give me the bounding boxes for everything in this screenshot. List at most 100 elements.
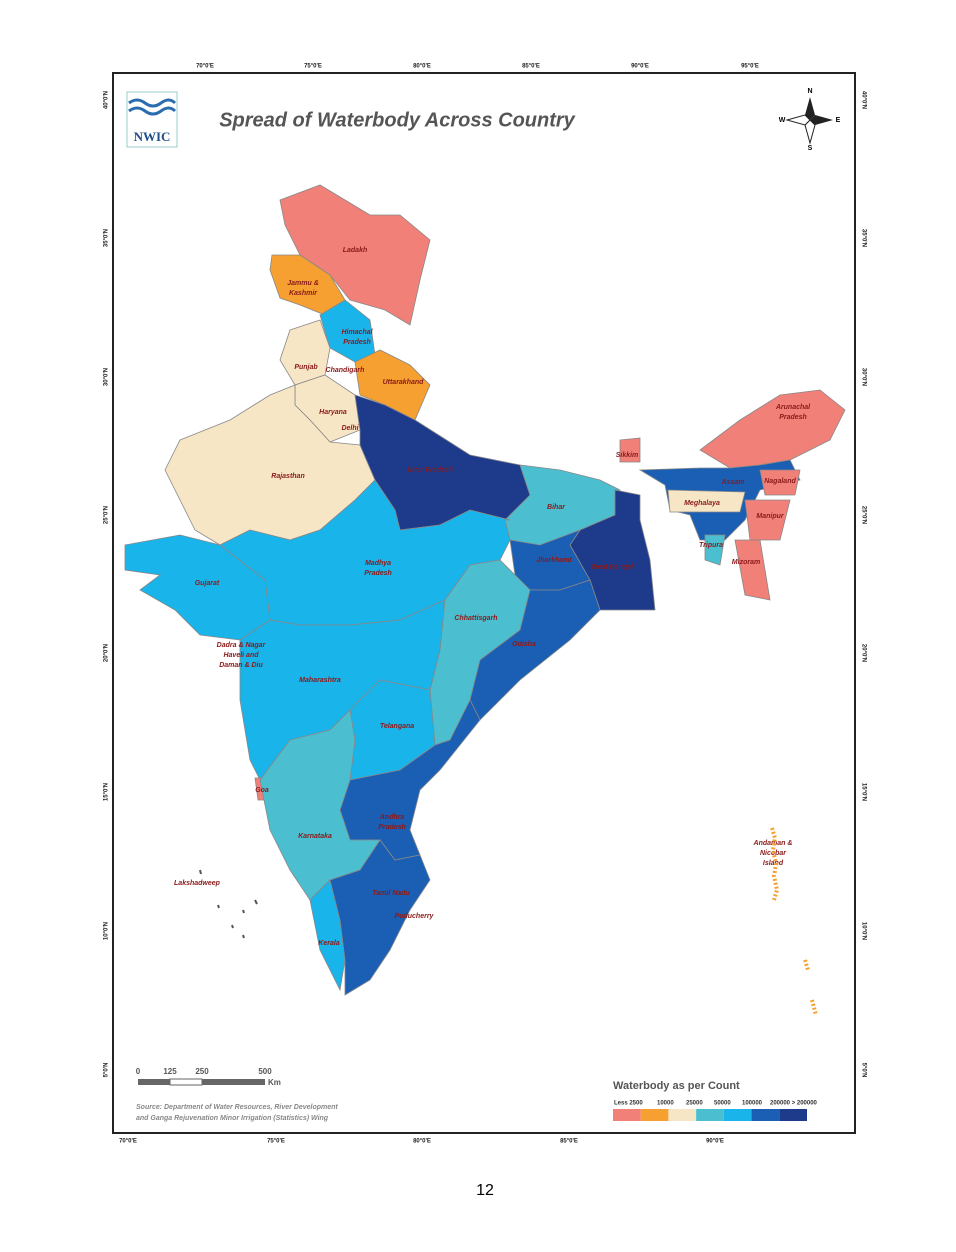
scale-label: 125 — [163, 1067, 177, 1076]
legend: Waterbody as per Count Less 2500 10000 250… — [613, 1080, 818, 1121]
state-label: Dadra & Nagar — [217, 642, 267, 649]
state-shape — [469, 579, 601, 721]
state-shape — [354, 349, 431, 421]
latitude-label: 30°0'N — [104, 368, 110, 386]
compass: N E S W — [779, 88, 841, 152]
state-label: Bihar — [547, 504, 566, 511]
scale-label: 0 — [136, 1067, 141, 1076]
state-label: West Bengal — [591, 564, 634, 571]
state-label: Daman & Diu — [219, 662, 263, 669]
state-shape — [704, 534, 726, 566]
state-label: Uttarakhand — [383, 379, 425, 386]
state-shape — [759, 469, 801, 496]
state-labels: Ladakh Jammu & Kashmir Himachal Pradesh Punja… — [174, 247, 811, 947]
legend-swatch — [668, 1109, 697, 1121]
longitude-label: 85°0'E — [522, 64, 540, 70]
scale-unit: Km — [268, 1078, 281, 1087]
legend-label: 10000 — [657, 1101, 674, 1107]
latitude-label: 25°0'N — [104, 506, 110, 524]
islands — [199, 827, 818, 1016]
page-number: 12 — [476, 1182, 494, 1199]
state-label: Chandigarh — [326, 367, 365, 374]
logo-waves — [128, 98, 177, 116]
state-label: Delhi — [341, 425, 359, 432]
state-label: Karnataka — [298, 833, 332, 840]
state-label: Chhattisgarh — [454, 615, 497, 622]
longitude-label: 70°0'E — [196, 64, 214, 70]
longitude-label: 90°0'E — [631, 64, 649, 70]
state-label: Pradesh — [343, 339, 371, 346]
compass-arrow — [810, 115, 833, 125]
state-label: Pradesh — [378, 824, 406, 831]
longitude-label: 75°0'E — [304, 64, 322, 70]
source-text: and Ganga Rejuvenation Minor Irrigation … — [136, 1115, 329, 1122]
legend-swatch — [723, 1109, 752, 1121]
state-label: Punjab — [294, 364, 318, 371]
state-label: Maharashtra — [299, 677, 341, 684]
latitude-label: 15°0'N — [104, 783, 110, 801]
legend-label: 100000 — [742, 1101, 763, 1107]
legend-swatch — [613, 1109, 641, 1121]
compass-n: N — [807, 88, 812, 95]
latitude-label: 15°0'N — [860, 783, 866, 801]
state-label: Manipur — [756, 513, 784, 520]
state-label: Haryana — [319, 409, 347, 416]
state-label: Pradesh — [779, 414, 807, 421]
state-label: Uttar Pradesh — [407, 467, 453, 474]
latitude-label: 10°0'N — [104, 922, 110, 940]
state-label: Meghalaya — [684, 500, 720, 507]
state-shape — [124, 534, 271, 641]
state-label: Puducherry — [395, 913, 435, 920]
state-label: Sikkim — [616, 452, 639, 459]
longitude-label: 85°0'E — [560, 1139, 578, 1145]
source-text: Source: Department of Water Resources, R… — [136, 1104, 338, 1111]
state-label: Andhra — [379, 814, 405, 821]
state-label: Jammu & — [287, 280, 319, 287]
scale-segment — [202, 1079, 265, 1085]
state-label: Tripura — [699, 542, 723, 549]
andaman-islands — [770, 827, 818, 1016]
state-label: Tamil Nadu — [372, 890, 410, 897]
scale-label: 500 — [258, 1067, 272, 1076]
state-shape — [259, 709, 381, 901]
latitude-label: 40°0'N — [860, 91, 866, 109]
state-label: Himachal — [341, 329, 373, 336]
state-label: Nicobar — [760, 850, 787, 857]
state-shape — [667, 489, 746, 513]
state-shape — [734, 539, 771, 601]
legend-swatch — [640, 1109, 669, 1121]
state-shape — [744, 499, 791, 541]
longitude-label: 80°0'E — [413, 64, 431, 70]
state-label: Goa — [255, 787, 269, 794]
map-title: Spread of Waterbody Across Country — [219, 109, 575, 131]
scale-bar: 0 125 250 500 Km — [136, 1067, 281, 1087]
latitude-label: 40°0'N — [104, 91, 110, 109]
logo-text: NWIC — [134, 129, 171, 144]
state-label: Rajasthan — [271, 473, 304, 480]
state-label: Mizoram — [732, 559, 760, 566]
state-label: Haveli and — [223, 652, 259, 659]
state-label: Lakshadweep — [174, 880, 221, 887]
state-label: Odisha — [512, 641, 536, 648]
latitude-label: 20°0'N — [860, 644, 866, 662]
scale-label: 250 — [195, 1067, 209, 1076]
state-label: Assam — [721, 479, 745, 486]
legend-label: 50000 — [714, 1101, 731, 1107]
state-shape — [329, 839, 431, 996]
legend-swatch — [696, 1109, 724, 1121]
state-label: Madhya — [365, 560, 391, 567]
longitude-label: 90°0'E — [706, 1139, 724, 1145]
states — [124, 184, 846, 996]
lakshadweep-islands — [199, 869, 258, 939]
longitude-label: 75°0'E — [267, 1139, 285, 1145]
legend-label: Less 2500 — [614, 1101, 643, 1107]
latitude-label: 25°0'N — [860, 506, 866, 524]
state-label: Kashmir — [289, 290, 318, 297]
state-label: Gujarat — [195, 580, 220, 587]
logo: NWIC — [126, 91, 178, 148]
compass-e: E — [836, 117, 841, 124]
latitude-label: 35°0'N — [860, 229, 866, 247]
state-label: Arunachal — [775, 404, 811, 411]
state-label: Island — [763, 860, 784, 867]
